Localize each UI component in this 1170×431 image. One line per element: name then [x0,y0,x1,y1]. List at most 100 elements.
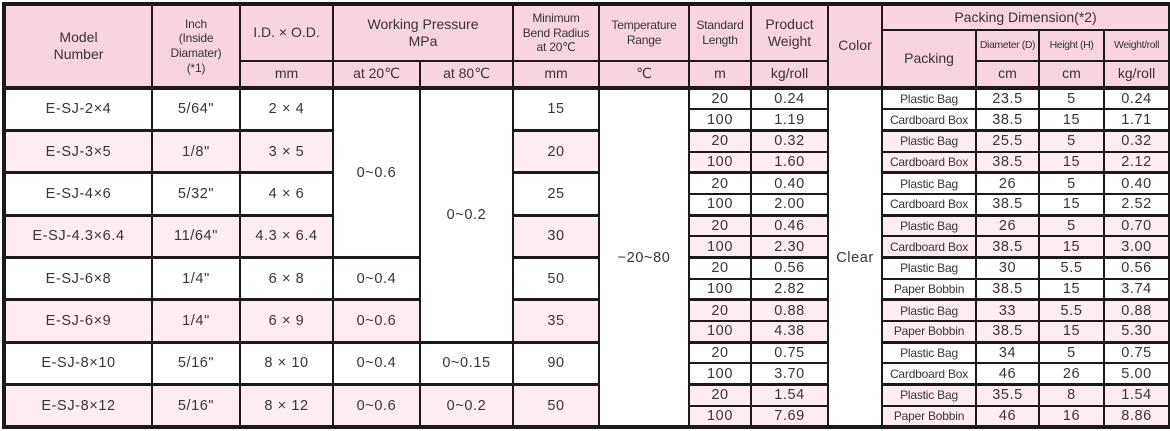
packing-height-cell: 5.5 [1038,255,1106,280]
unit-pressure-at80: at 80℃ [418,60,515,89]
packing-diameter-cell: 38.5 [975,277,1041,301]
id-od-cell: 4 × 6 [239,171,334,217]
packing-height-cell: 8 [1038,383,1106,407]
packing-height-cell: 16 [1038,404,1106,429]
packing-diameter-cell: 30 [975,255,1041,280]
table-row: E-SJ-6×8 1/4" 6 × 8 0~0.4 50 20 0.56 Plastic Ba… [3,255,1170,301]
model-number-cell: E-SJ-3×5 [3,128,153,174]
bend-radius-cell: 50 [512,383,601,429]
packing-weight-roll-cell: 5.00 [1103,362,1170,386]
packing-weight-roll-cell: 1.54 [1103,383,1170,407]
packing-type-cell: Plastic Bag [881,128,978,153]
id-od-cell: 3 × 5 [239,128,334,174]
standard-length-cell: 20 [688,340,753,365]
table-row: E-SJ-6×9 1/4" 6 × 9 0~0.6 35 20 0.88 Plastic Ba… [3,298,1170,344]
packing-type-cell: Cardboard Box [881,362,978,386]
packing-diameter-cell: 33 [975,298,1041,323]
packing-diameter-cell: 46 [975,404,1041,429]
model-number-cell: E-SJ-8×12 [3,383,153,429]
id-od-cell: 2 × 4 [239,85,334,132]
packing-height-cell: 15 [1038,150,1106,174]
packing-height-cell: 5.5 [1038,298,1106,323]
unit-pressure-at20: at 20℃ [332,60,421,89]
temperature-range-cell: −20~80 [598,86,691,428]
col-header-packing-dimension: Packing Dimension(*2) [881,3,1170,31]
col-header-diameter: Diameter (D) [975,29,1041,62]
table-row: E-SJ-8×12 5/16" 8 × 12 0~0.6 0~0.2 50 20 1.54 Pl… [3,383,1170,429]
packing-height-cell: 15 [1038,277,1106,301]
packing-weight-roll-cell: 5.30 [1103,320,1170,344]
bend-radius-cell: 15 [512,85,601,132]
product-weight-cell: 0.88 [750,298,830,323]
product-weight-cell: 2.30 [750,235,830,259]
packing-type-cell: Paper Bobbin [881,277,978,301]
packing-weight-roll-cell: 0.70 [1103,213,1170,238]
inch-cell: 11/64" [151,213,241,259]
id-od-cell: 6 × 9 [239,298,334,344]
pressure-at80-cell: 0~0.15 [418,340,515,386]
pressure-at80-cell: 0~0.2 [418,383,515,429]
packing-diameter-cell: 38.5 [975,235,1041,259]
packing-type-cell: Plastic Bag [881,298,978,323]
packing-diameter-cell: 38.5 [975,192,1041,217]
packing-type-cell: Cardboard Box [881,108,978,132]
inch-cell: 1/4" [151,255,241,301]
product-weight-cell: 0.75 [750,340,830,365]
product-weight-cell: 2.00 [750,192,830,217]
bend-radius-cell: 35 [512,298,601,344]
inch-cell: 1/4" [151,298,241,344]
packing-weight-roll-cell: 8.86 [1103,404,1170,429]
packing-diameter-cell: 25.5 [975,128,1041,153]
packing-type-cell: Cardboard Box [881,235,978,259]
product-weight-cell: 0.46 [750,213,830,238]
standard-length-cell: 100 [688,404,753,429]
packing-type-cell: Cardboard Box [881,192,978,217]
packing-height-cell: 15 [1038,235,1106,259]
bend-radius-cell: 50 [512,255,601,301]
packing-weight-roll-cell: 0.24 [1103,85,1170,111]
packing-type-cell: Plastic Bag [881,85,978,111]
packing-weight-roll-cell: 2.52 [1103,192,1170,217]
unit-id-od-mm: mm [239,60,334,89]
product-weight-cell: 0.56 [750,255,830,280]
standard-length-cell: 20 [688,128,753,153]
col-header-inch: Inch (Inside Diamater) (*1) [151,3,241,89]
id-od-cell: 8 × 12 [239,383,334,429]
col-header-color: Color [827,3,884,89]
standard-length-cell: 100 [688,192,753,217]
unit-diameter-cm: cm [975,60,1041,89]
product-weight-cell: 3.70 [750,362,830,386]
bend-radius-cell: 25 [512,171,601,217]
product-weight-cell: 0.24 [750,85,830,111]
col-header-id-od: I.D. × O.D. [239,3,334,62]
packing-type-cell: Paper Bobbin [881,320,978,344]
packing-weight-roll-cell: 0.40 [1103,171,1170,195]
product-weight-cell: 1.19 [750,108,830,132]
standard-length-cell: 100 [688,108,753,132]
col-header-packing: Packing [881,29,978,89]
col-header-model-number: Model Number [3,3,153,89]
packing-type-cell: Plastic Bag [881,340,978,365]
unit-length-m: m [688,60,753,89]
color-cell: Clear [827,86,884,428]
standard-length-cell: 100 [688,150,753,174]
inch-cell: 5/16" [151,383,241,429]
pressure-at80-cell: 0~0.2 [418,85,515,344]
packing-type-cell: Plastic Bag [881,213,978,238]
unit-weight-kg-roll: kg/roll [750,60,830,89]
standard-length-cell: 20 [688,298,753,323]
standard-length-cell: 20 [688,85,753,111]
packing-height-cell: 15 [1038,108,1106,132]
packing-weight-roll-cell: 1.71 [1103,108,1170,132]
packing-diameter-cell: 26 [975,213,1041,238]
model-number-cell: E-SJ-2×4 [3,85,153,132]
pressure-at20-cell: 0~0.4 [332,340,421,386]
packing-height-cell: 5 [1038,128,1106,153]
packing-height-cell: 5 [1038,171,1106,195]
bend-radius-cell: 20 [512,128,601,174]
table-body: E-SJ-2×4 5/64" 2 × 4 0~0.6 0~0.2 15 −20~80 20 0.… [3,85,1170,429]
table-row: E-SJ-4×6 5/32" 4 × 6 25 20 0.40 Plastic Bag 26 5… [3,171,1170,217]
unit-height-cm: cm [1038,60,1106,89]
packing-diameter-cell: 38.5 [975,108,1041,132]
